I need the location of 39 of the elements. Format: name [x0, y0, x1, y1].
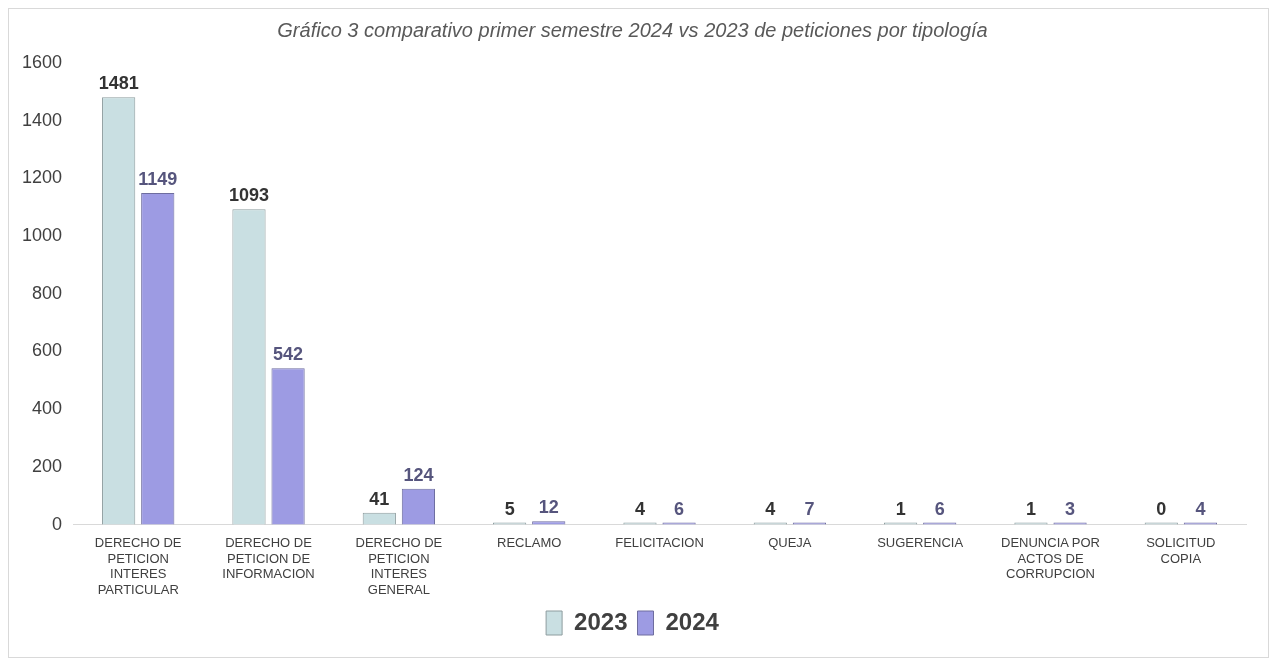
data-label: 4	[634, 498, 645, 519]
data-label: 0	[1156, 498, 1167, 519]
x-tick-label: RECLAMO	[497, 534, 562, 550]
x-tick-label: FELICITACION	[615, 534, 704, 550]
data-label: 3	[1065, 498, 1076, 519]
y-tick-label: 1600	[22, 51, 63, 72]
data-label: 1093	[228, 185, 270, 206]
y-tick-label: 200	[32, 455, 63, 476]
y-tick-label: 1400	[22, 109, 63, 130]
data-label: 5	[504, 498, 515, 519]
y-tick-label: 0	[52, 513, 63, 534]
data-label: 1149	[138, 169, 178, 190]
x-tick-label: SOLICITUD COPIA	[1146, 534, 1216, 566]
data-label: 1481	[98, 73, 139, 94]
data-label: 1	[1025, 498, 1036, 519]
x-tick-label: DERECHO DE PETICION INTERES PARTICULAR	[94, 534, 182, 597]
legend-label: 2023	[574, 607, 628, 635]
x-tick-label: SUGERENCIA	[877, 534, 964, 550]
legend-label: 2024	[665, 607, 720, 635]
data-label: 1	[895, 498, 906, 519]
y-tick-label: 800	[32, 282, 63, 303]
y-tick-label: 600	[32, 340, 63, 361]
data-label: 41	[369, 488, 390, 509]
chart-title: Gráfico 3 comparativo primer semestre 2024 vs 2023 de peticiones por tipología	[277, 18, 988, 41]
x-tick-label: DENUNCIA POR ACTOS DE CORRUPCION	[1001, 534, 1100, 582]
data-label: 7	[804, 498, 815, 519]
y-tick-label: 1000	[22, 225, 63, 246]
data-label: 12	[538, 497, 559, 518]
data-label: 542	[273, 344, 304, 365]
data-label: 124	[403, 464, 434, 485]
data-label: 6	[674, 498, 685, 519]
x-tick-label: DERECHO DE PETICION DE INFORMACION	[222, 534, 315, 582]
y-tick-label: 1200	[22, 167, 63, 188]
data-label: 4	[1195, 498, 1206, 519]
data-label: 4	[765, 498, 776, 519]
y-tick-label: 400	[32, 398, 63, 419]
x-tick-label: DERECHO DE PETICION INTERES GENERAL	[355, 534, 443, 597]
x-tick-label: QUEJA	[768, 534, 812, 550]
data-label: 6	[934, 498, 945, 519]
